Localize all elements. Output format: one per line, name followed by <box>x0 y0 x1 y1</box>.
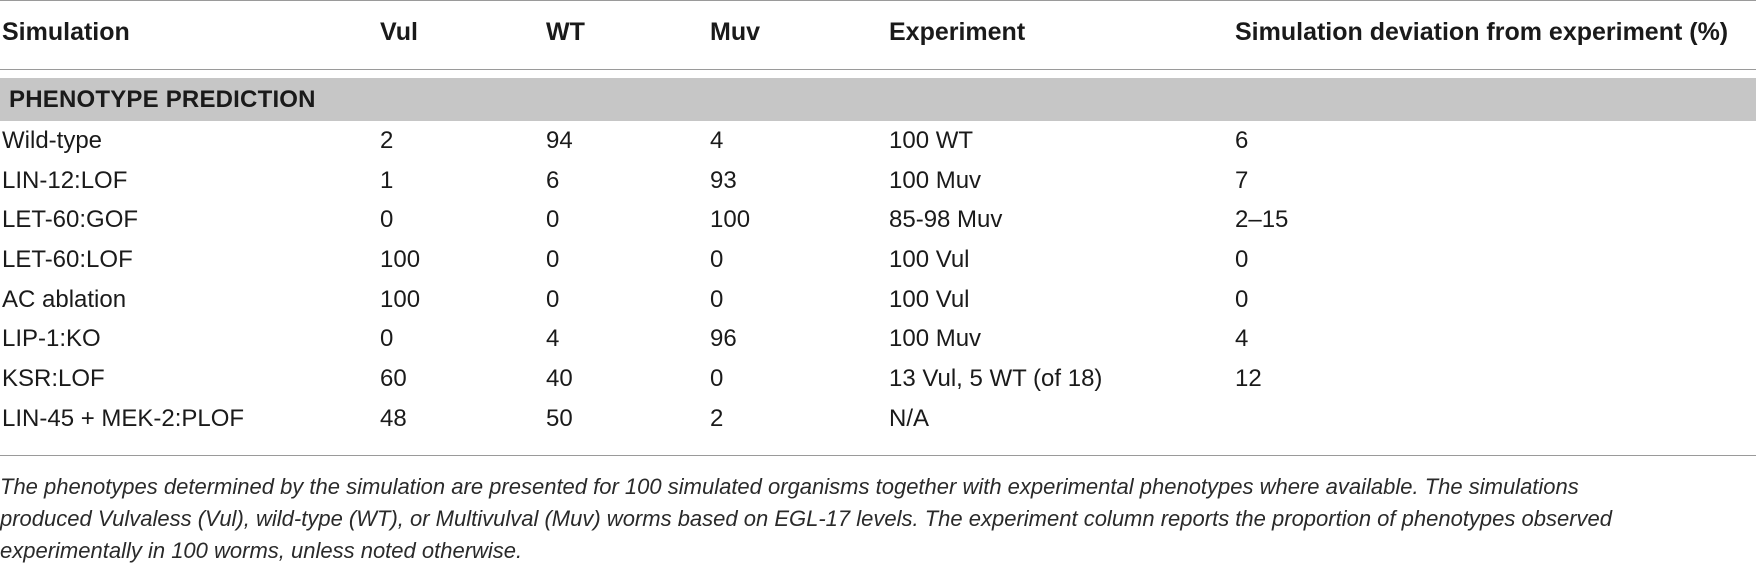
cell-deviation: 4 <box>1235 325 1249 353</box>
cell-experiment: 13 Vul, 5 WT (of 18) <box>889 365 1103 393</box>
cell-deviation: 6 <box>1235 127 1249 154</box>
cell-deviation: 7 <box>1235 166 1249 194</box>
header-experiment: Experiment <box>889 18 1026 46</box>
cell-deviation: 2–15 <box>1235 206 1289 234</box>
cell-muv: 96 <box>710 325 737 353</box>
header-vul: Vul <box>380 18 418 46</box>
cell-deviation: 0 <box>1235 246 1249 274</box>
footnote-line: produced Vulvaless (Vul), wild-type (WT)… <box>0 506 1613 531</box>
cell-simulation: LET-60:LOF <box>2 246 133 274</box>
header-muv: Muv <box>710 18 760 46</box>
cell-wt: 6 <box>546 166 560 194</box>
table-row: LIN-12:LOF 1 6 93 100 Muv 7 <box>0 161 1756 201</box>
cell-deviation: 12 <box>1235 365 1262 393</box>
cell-vul: 0 <box>380 325 394 353</box>
cell-experiment: 100 Vul <box>889 246 970 274</box>
header-deviation: Simulation deviation from experiment (%) <box>1235 18 1729 46</box>
table-row: LET-60:GOF 0 0 100 85-98 Muv 2–15 <box>0 200 1756 240</box>
cell-muv: 93 <box>710 166 737 194</box>
cell-vul: 100 <box>380 246 421 274</box>
table-body: Wild-type 2 94 4 100 WT 6 LIN-12:LOF 1 6… <box>0 121 1756 439</box>
cell-wt: 4 <box>546 325 560 353</box>
cell-wt: 0 <box>546 246 560 274</box>
cell-simulation: LET-60:GOF <box>2 206 139 234</box>
cell-experiment: 100 WT <box>889 127 974 154</box>
cell-simulation: LIN-45 + MEK-2:PLOF <box>2 404 245 432</box>
table-header-row: Simulation Vul WT Muv Experiment Simulat… <box>0 0 1756 66</box>
table-footnote: The phenotypes determined by the simulat… <box>0 471 1754 567</box>
cell-simulation: LIN-12:LOF <box>2 166 128 194</box>
cell-muv: 0 <box>710 246 724 274</box>
table-row: LIP-1:KO 0 4 96 100 Muv 4 <box>0 319 1756 359</box>
header-divider-rule <box>0 69 1756 70</box>
cell-muv: 0 <box>710 365 724 393</box>
footnote-line: The phenotypes determined by the simulat… <box>0 474 1579 499</box>
section-title: PHENOTYPE PREDICTION <box>9 86 316 113</box>
cell-wt: 40 <box>546 365 573 393</box>
cell-vul: 2 <box>380 127 394 154</box>
header-simulation: Simulation <box>2 18 130 46</box>
cell-muv: 0 <box>710 285 724 313</box>
cell-wt: 0 <box>546 206 560 234</box>
table-bottom-rule <box>0 455 1756 456</box>
cell-simulation: KSR:LOF <box>2 365 105 393</box>
cell-vul: 100 <box>380 285 421 313</box>
section-band: PHENOTYPE PREDICTION <box>0 78 1756 121</box>
table-row: LIN-45 + MEK-2:PLOF 48 50 2 N/A <box>0 399 1756 439</box>
cell-simulation: LIP-1:KO <box>2 325 101 353</box>
cell-experiment: 85-98 Muv <box>889 206 1003 234</box>
cell-vul: 60 <box>380 365 407 393</box>
cell-experiment: 100 Muv <box>889 325 982 353</box>
cell-simulation: AC ablation <box>2 285 127 313</box>
table-row: KSR:LOF 60 40 0 13 Vul, 5 WT (of 18) 12 <box>0 359 1756 399</box>
cell-experiment: 100 Muv <box>889 166 982 194</box>
cell-experiment: N/A <box>889 404 930 432</box>
cell-wt: 50 <box>546 404 573 432</box>
table-row: LET-60:LOF 100 0 0 100 Vul 0 <box>0 240 1756 280</box>
cell-deviation: 0 <box>1235 285 1249 313</box>
cell-vul: 0 <box>380 206 394 234</box>
cell-experiment: 100 Vul <box>889 285 970 313</box>
cell-vul: 48 <box>380 404 407 432</box>
cell-muv: 4 <box>710 127 724 154</box>
table-row: AC ablation 100 0 0 100 Vul 0 <box>0 280 1756 320</box>
cell-muv: 2 <box>710 404 724 432</box>
table-top-rule <box>0 0 1756 1</box>
cell-muv: 100 <box>710 206 751 234</box>
cell-simulation: Wild-type <box>2 127 103 154</box>
cell-wt: 0 <box>546 285 560 313</box>
cell-vul: 1 <box>380 166 394 194</box>
table-row: Wild-type 2 94 4 100 WT 6 <box>0 121 1756 161</box>
footnote-line: experimentally in 100 worms, unless note… <box>0 538 523 563</box>
header-wt: WT <box>546 18 585 46</box>
cell-wt: 94 <box>546 127 573 154</box>
